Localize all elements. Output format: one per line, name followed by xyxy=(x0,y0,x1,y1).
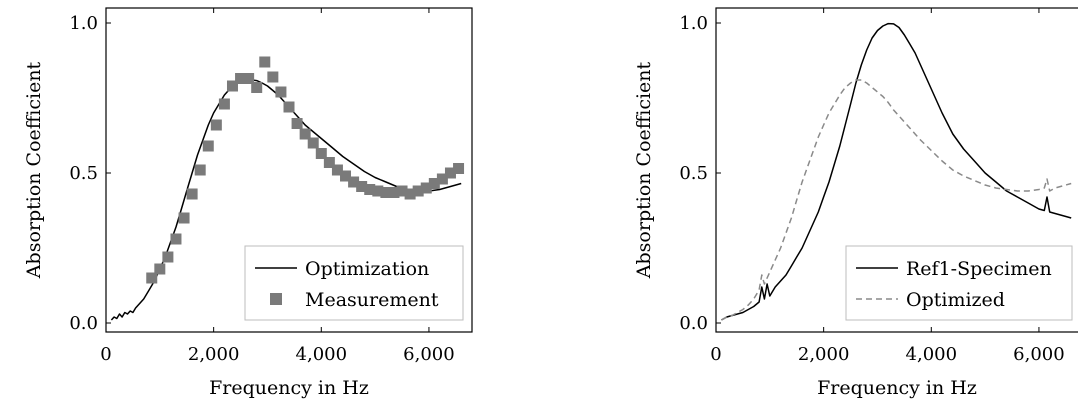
data-point xyxy=(186,188,198,200)
x-tick-label: 6,000 xyxy=(403,344,455,365)
plot-frame xyxy=(715,7,1078,333)
y-tick-label: 1.0 xyxy=(69,13,98,34)
data-point xyxy=(259,56,271,68)
data-point xyxy=(444,167,456,179)
x-axis-label: Frequency in Hz xyxy=(209,377,369,399)
plot-frame xyxy=(105,7,473,333)
chart-panel-1: 0 2,000 4,000 6,000 0.0 0.5 1.0 Frequency in Hz… xyxy=(23,7,473,399)
series-optimized-line xyxy=(721,79,1072,321)
data-point xyxy=(307,137,319,149)
data-point xyxy=(243,73,255,84)
legend-marker xyxy=(270,293,282,305)
data-point xyxy=(275,86,287,98)
data-point xyxy=(380,187,392,198)
data-point xyxy=(388,187,400,198)
legend-label: Optimized xyxy=(906,289,1005,311)
data-point xyxy=(453,163,465,174)
y-tick-label: 0.0 xyxy=(69,313,98,334)
data-point xyxy=(283,101,295,113)
chart-panel-2: 0 2,000 4,000 6,000 0.0 0.5 1.0 Frequency in Hz… xyxy=(633,7,1078,399)
data-point xyxy=(154,263,166,275)
data-point xyxy=(348,176,360,188)
data-point xyxy=(372,185,384,197)
data-point xyxy=(291,118,303,129)
data-point xyxy=(218,98,230,110)
data-point xyxy=(146,272,158,284)
legend-label: Measurement xyxy=(305,289,439,311)
data-layer xyxy=(110,56,465,321)
data-point xyxy=(420,182,432,194)
data-point xyxy=(364,184,376,195)
data-point xyxy=(267,71,279,83)
data-point xyxy=(251,82,263,93)
x-tick-label: 2,000 xyxy=(798,344,850,365)
x-tick-label: 0 xyxy=(710,344,721,365)
data-layer xyxy=(721,22,1072,321)
data-point xyxy=(315,148,327,159)
y-tick-label: 1.0 xyxy=(679,13,708,34)
data-point xyxy=(340,170,352,182)
series-measurement xyxy=(146,56,465,284)
data-point xyxy=(194,164,206,176)
data-point xyxy=(226,80,238,92)
legend-box xyxy=(845,245,1073,321)
x-axis-label: Frequency in Hz xyxy=(817,377,977,399)
data-point xyxy=(299,128,311,140)
x-tick-label: 4,000 xyxy=(906,344,958,365)
y-tick-label: 0.0 xyxy=(679,313,708,334)
data-point xyxy=(202,140,214,152)
legend-box xyxy=(244,245,464,321)
y-tick-label: 0.5 xyxy=(69,163,98,184)
y-tick-label: 0.5 xyxy=(679,163,708,184)
data-point xyxy=(178,212,190,224)
data-point xyxy=(331,164,343,176)
x-tick-label: 2,000 xyxy=(188,344,240,365)
x-tick-label: 4,000 xyxy=(296,344,348,365)
data-point xyxy=(170,233,182,245)
x-tick-label: 6,000 xyxy=(1013,344,1065,365)
data-point xyxy=(404,188,416,200)
data-point xyxy=(162,251,174,263)
legend: Optimization Measurement xyxy=(244,245,464,321)
series-ref1-specimen-line xyxy=(721,22,1072,321)
data-point xyxy=(436,173,448,185)
data-point xyxy=(235,73,247,84)
y-axis-label: Absorption Coefficient xyxy=(23,61,45,279)
x-tick-label: 0 xyxy=(100,344,111,365)
y-axis-label: Absorption Coefficient xyxy=(633,61,655,279)
data-point xyxy=(428,178,440,189)
data-point xyxy=(396,185,408,197)
data-point xyxy=(323,157,335,168)
data-point xyxy=(210,119,222,131)
legend: Ref1-Specimen Optimized xyxy=(845,245,1073,321)
data-point xyxy=(356,181,368,192)
legend-label: Ref1-Specimen xyxy=(906,258,1052,280)
legend-label: Optimization xyxy=(305,258,429,280)
data-point xyxy=(412,185,424,197)
